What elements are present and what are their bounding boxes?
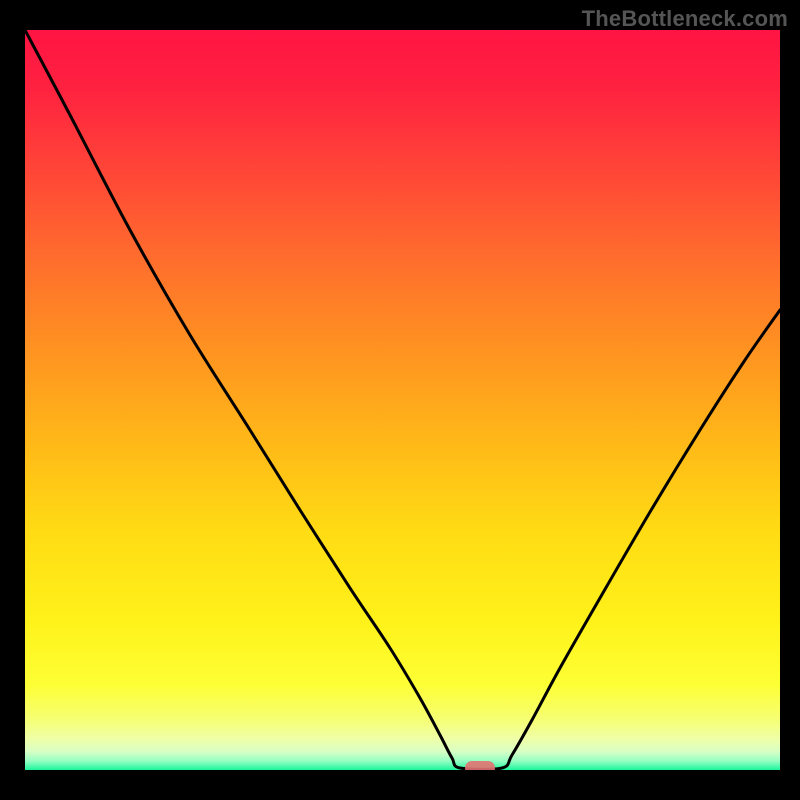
chart-svg — [0, 0, 800, 800]
plot-background-gradient — [25, 30, 780, 770]
chart-container: { "watermark": { "text": "TheBottleneck.… — [0, 0, 800, 800]
watermark-text: TheBottleneck.com — [582, 6, 788, 32]
